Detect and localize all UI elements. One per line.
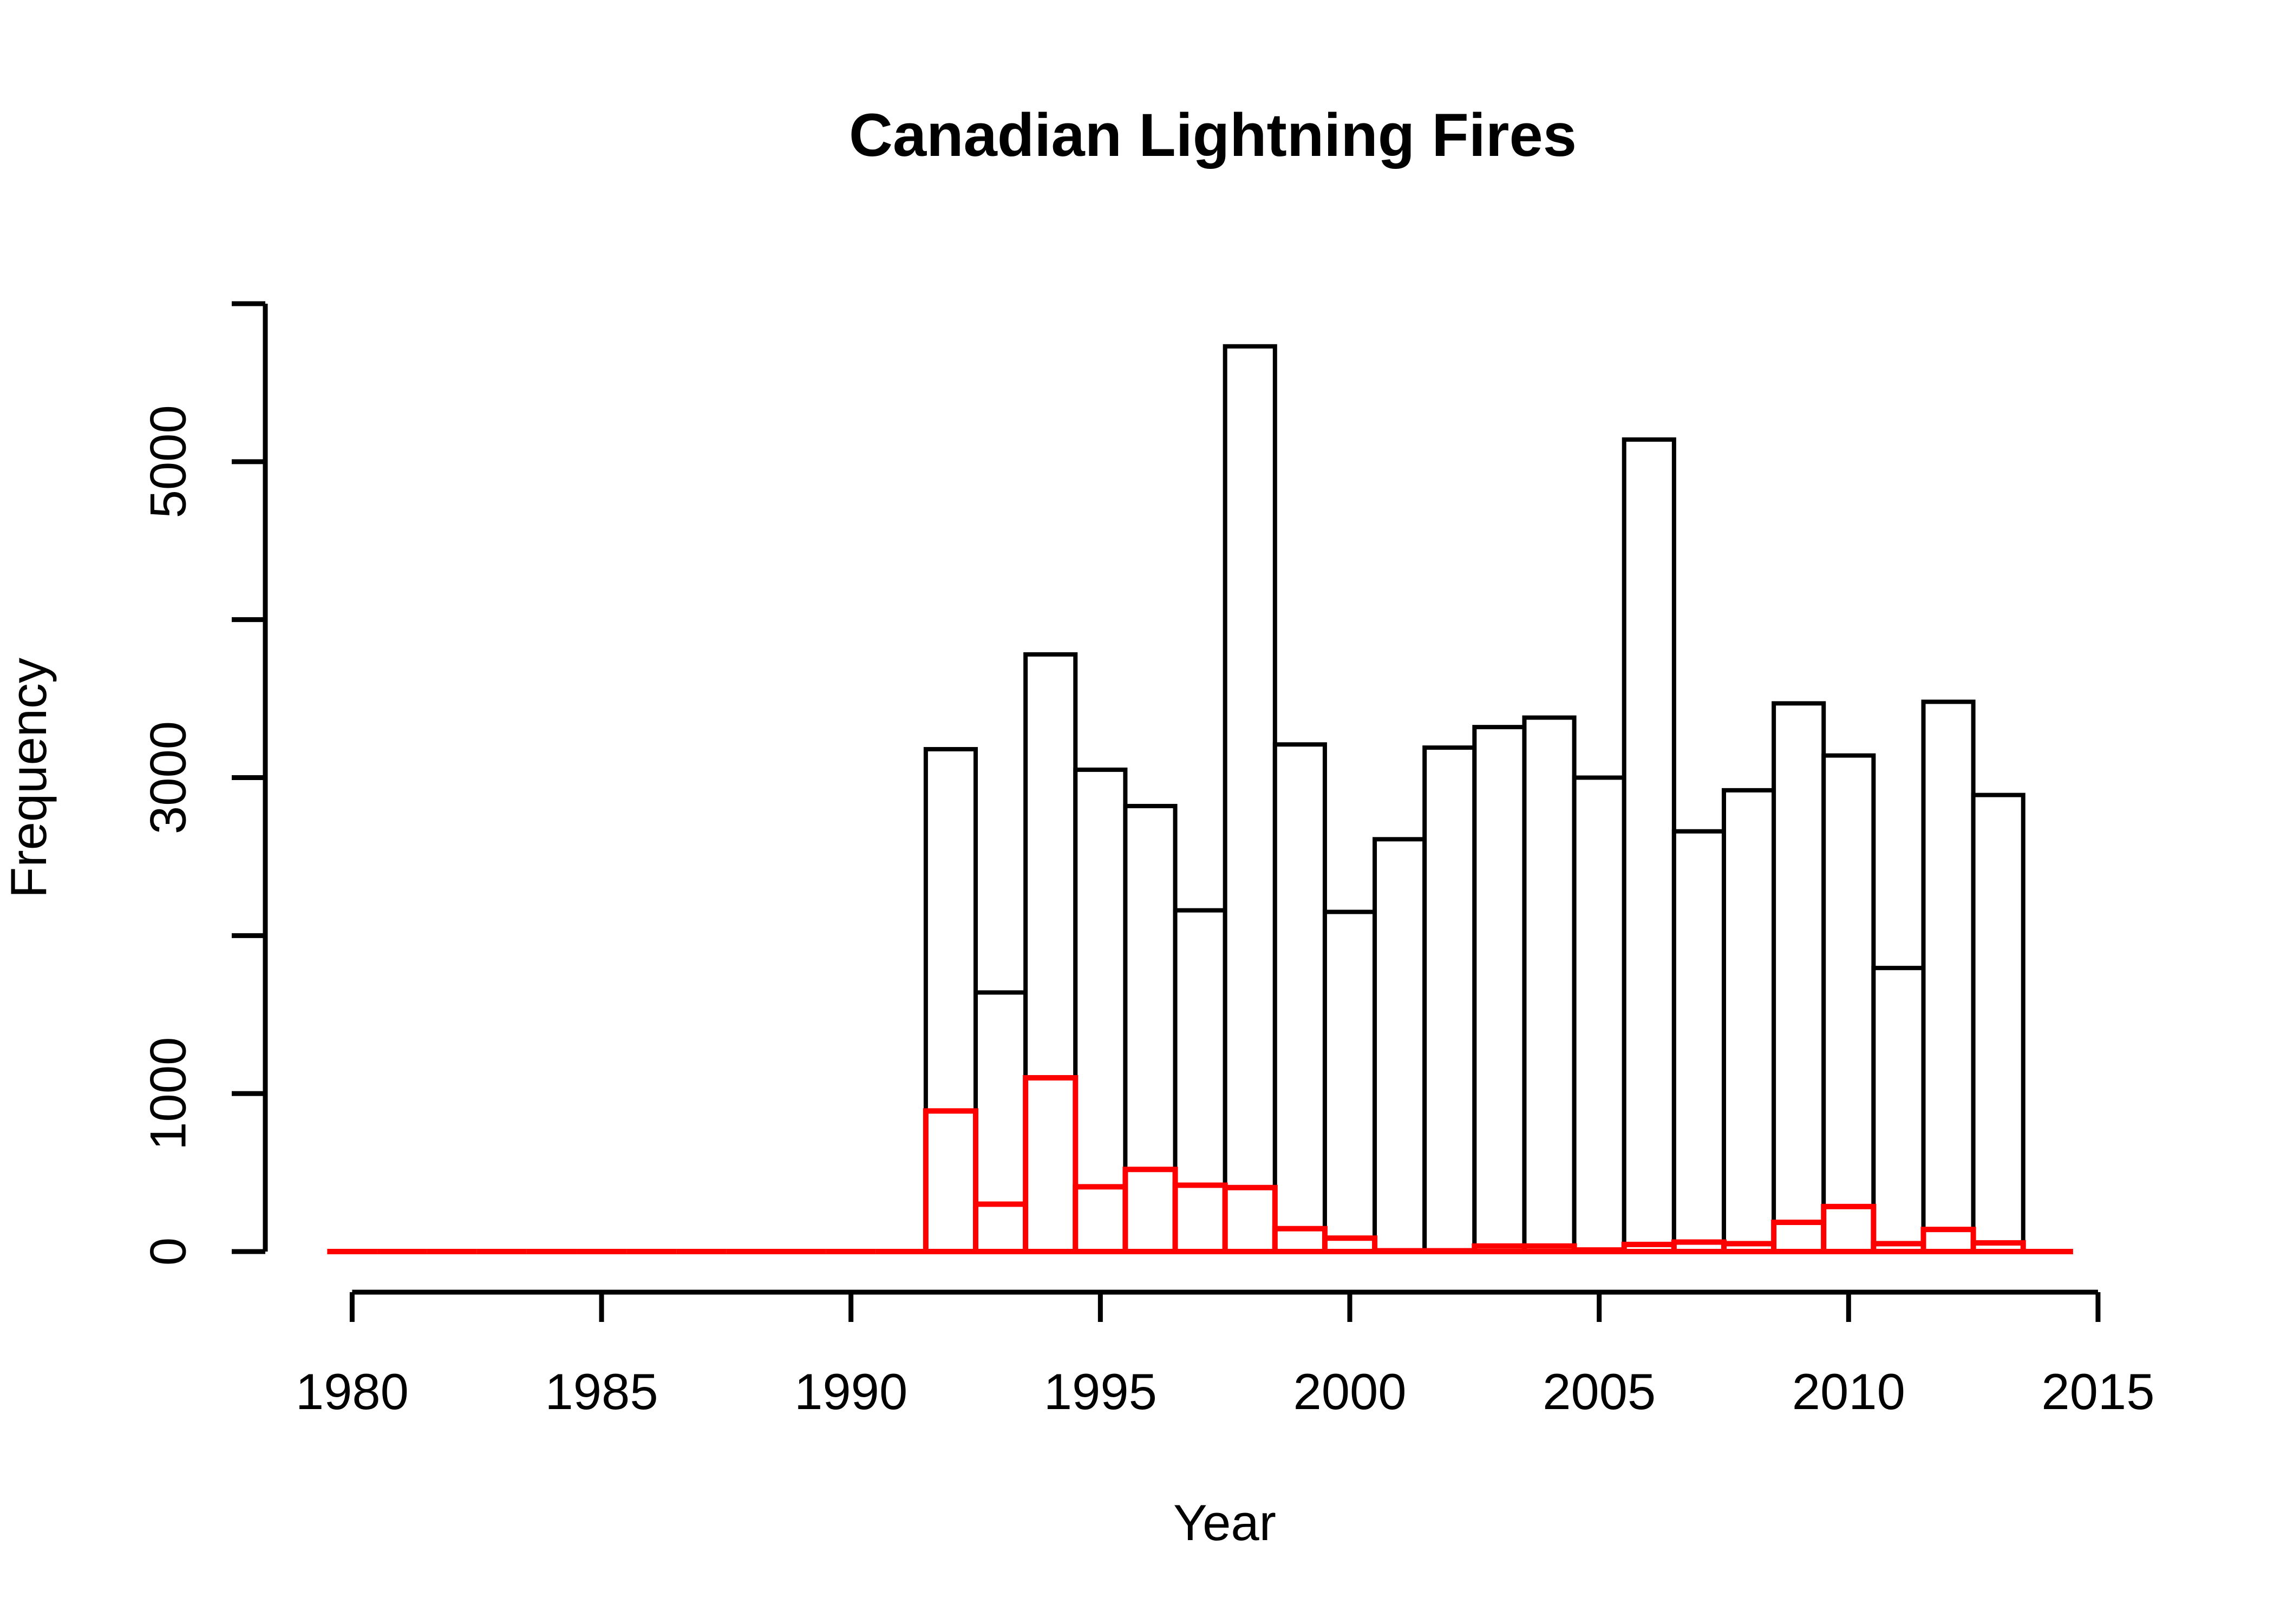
histogram-bar-lightning_fires_red	[1871, 1241, 1926, 1255]
histogram-bar-lightning_fires_red	[973, 1201, 1029, 1254]
x-axis-tick-label: 1985	[545, 1363, 658, 1420]
chart-title: Canadian Lightning Fires	[849, 101, 1577, 169]
y-axis-tick-label: 1000	[140, 1037, 197, 1150]
x-axis-tick-label: 1995	[1044, 1363, 1157, 1420]
x-axis-tick-label: 2015	[2041, 1363, 2154, 1420]
x-axis-tick-label: 2000	[1293, 1363, 1406, 1420]
histogram-bar-lightning_fires_red	[1621, 1241, 1677, 1254]
histogram-bar-lightning_fires_red	[1821, 1203, 1877, 1254]
histogram-bar-all_fires_black	[1921, 699, 1976, 1254]
histogram-bar-lightning_fires_red	[1322, 1235, 1378, 1254]
histogram-bar-all_fires_black	[1522, 715, 1577, 1254]
histogram-bar-lightning_fires_red	[1970, 1240, 2026, 1255]
histogram-bar-all_fires_black	[1472, 725, 1527, 1254]
bars-layer	[327, 344, 2073, 1255]
histogram-bar-all_fires_black	[1622, 437, 1676, 1254]
histogram-bar-lightning_fires_red	[1122, 1167, 1178, 1254]
y-axis-title: Frequency	[0, 658, 57, 898]
histogram-bar-lightning_fires_red	[1073, 1184, 1128, 1255]
x-axis-tick-label: 2010	[1792, 1363, 1905, 1420]
histogram-bar-lightning_fires_red	[923, 1108, 979, 1254]
histogram-bar-lightning_fires_red	[1372, 1248, 1428, 1254]
histogram-bar-all_fires_black	[1373, 837, 1427, 1254]
x-axis-title: Year	[1173, 1494, 1276, 1551]
histogram-bar-lightning_fires_red	[1721, 1241, 1777, 1255]
y-axis-tick-label: 5000	[140, 405, 197, 518]
histogram-bar-lightning_fires_red	[1771, 1220, 1827, 1254]
histogram-bar-all_fires_black	[1572, 775, 1626, 1254]
x-axis-tick-label: 1980	[296, 1363, 409, 1420]
histogram-bar-all_fires_black	[1721, 788, 1776, 1254]
histogram-bar-lightning_fires_red	[1272, 1226, 1328, 1254]
histogram-bar-all_fires_black	[1772, 701, 1826, 1254]
histogram-bar-all_fires_black	[1971, 793, 2025, 1254]
y-axis-tick-label: 0	[140, 1237, 197, 1266]
histogram-bar-lightning_fires_red	[1521, 1243, 1577, 1255]
histogram-bar-all_fires_black	[1821, 753, 1876, 1254]
axes-layer: 0 1000 3000 5000 1980 1985 1990 1995 2000 2005 201…	[140, 301, 2155, 1420]
histogram-bar-all_fires_black	[1223, 344, 1277, 1254]
histogram-bar-lightning_fires_red	[1023, 1075, 1079, 1254]
histogram-bar-lightning_fires_red	[1571, 1247, 1627, 1255]
y-axis-tick-label: 3000	[140, 721, 197, 834]
x-axis-tick-label: 2005	[1543, 1363, 1656, 1420]
histogram-bar-lightning_fires_red	[1172, 1182, 1228, 1254]
x-axis-tick-label: 1990	[794, 1363, 907, 1420]
histogram-bar-lightning_fires_red	[1671, 1239, 1727, 1254]
histogram-bar-lightning_fires_red	[1920, 1227, 1976, 1254]
histogram-bar-all_fires_black	[1073, 767, 1128, 1254]
histogram-bar-all_fires_black	[1671, 829, 1726, 1254]
histogram-bar-all_fires_black	[1422, 745, 1477, 1254]
histogram-bar-lightning_fires_red	[1422, 1248, 1478, 1254]
histogram-bar-all_fires_black	[1272, 742, 1327, 1254]
histogram-bar-all_fires_black	[1322, 909, 1377, 1254]
histogram-bar-lightning_fires_red	[1472, 1243, 1527, 1255]
histogram-bar-lightning_fires_red	[1222, 1184, 1278, 1255]
histogram-bar-all_fires_black	[1871, 966, 1926, 1254]
